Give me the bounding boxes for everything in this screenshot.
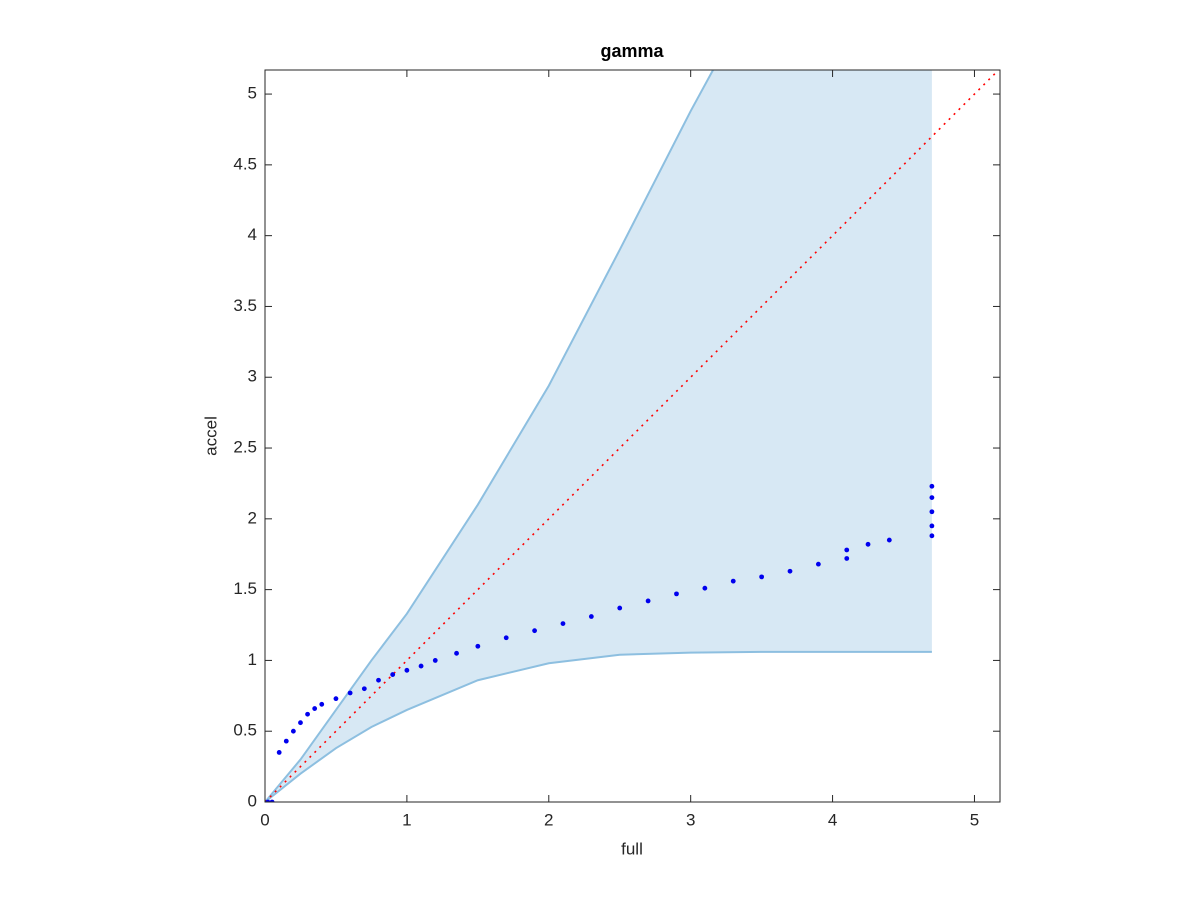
point (269, 799, 275, 802)
point (844, 556, 850, 561)
axes-box (264, 69, 1001, 803)
point (929, 483, 935, 489)
point (312, 706, 318, 711)
point (390, 672, 396, 677)
x-tick-label: 0 (260, 810, 269, 829)
point (404, 667, 410, 673)
y-tick-label: 2 (248, 508, 257, 527)
point (617, 605, 623, 611)
point (929, 509, 935, 515)
point (532, 628, 537, 634)
point (319, 701, 325, 707)
point (865, 541, 871, 547)
x-axis-label: full (621, 839, 643, 858)
point (276, 750, 282, 755)
point (503, 635, 509, 641)
chart-title: gamma (600, 41, 664, 61)
y-tick-label: 0 (248, 791, 257, 810)
y-tick-label: 3 (248, 367, 257, 386)
band-fill (265, 70, 932, 802)
point (674, 591, 679, 597)
point (759, 574, 765, 580)
point (929, 495, 935, 500)
point (730, 578, 736, 584)
band-edge (265, 650, 932, 802)
axes: 0 1 2 3 4 5 0 0.5 1 1.5 2 2.5 3 3.5 4 4.5 5 (233, 69, 1001, 829)
y-tick-label: 4 (248, 225, 257, 244)
point (929, 533, 935, 539)
y-tick-label: 0.5 (233, 721, 257, 740)
reference-line (265, 70, 1000, 802)
x-tick-label: 2 (544, 810, 553, 829)
point (645, 598, 651, 604)
y-axis-label: accel (201, 416, 220, 456)
point (929, 523, 935, 529)
point (454, 650, 459, 656)
point (815, 561, 821, 567)
point (886, 537, 892, 543)
y-tick-label: 4.5 (233, 154, 257, 173)
point (333, 696, 339, 702)
point (432, 658, 438, 663)
point (376, 677, 381, 683)
point (347, 690, 353, 696)
y-tick-label: 2.5 (233, 438, 257, 457)
x-tick-label: 3 (686, 810, 695, 829)
y-tick-label: 3.5 (233, 296, 257, 315)
y-tick-label: 1 (248, 650, 257, 669)
point (283, 738, 289, 744)
point (844, 547, 850, 553)
point (588, 614, 594, 619)
x-tick-label: 1 (402, 810, 411, 829)
point (305, 711, 310, 717)
point (361, 686, 367, 692)
x-tick-label: 5 (970, 810, 979, 829)
plot-area (265, 70, 1000, 802)
point (475, 643, 481, 649)
band-edge (265, 70, 715, 802)
point (787, 568, 793, 574)
point (560, 621, 566, 627)
y-tick-label: 5 (248, 84, 257, 103)
x-tick-label: 4 (828, 810, 837, 829)
point (298, 720, 303, 726)
point (418, 663, 424, 669)
y-tick-label: 1.5 (233, 579, 257, 598)
point (290, 728, 296, 734)
point (702, 585, 708, 591)
point (265, 799, 271, 802)
